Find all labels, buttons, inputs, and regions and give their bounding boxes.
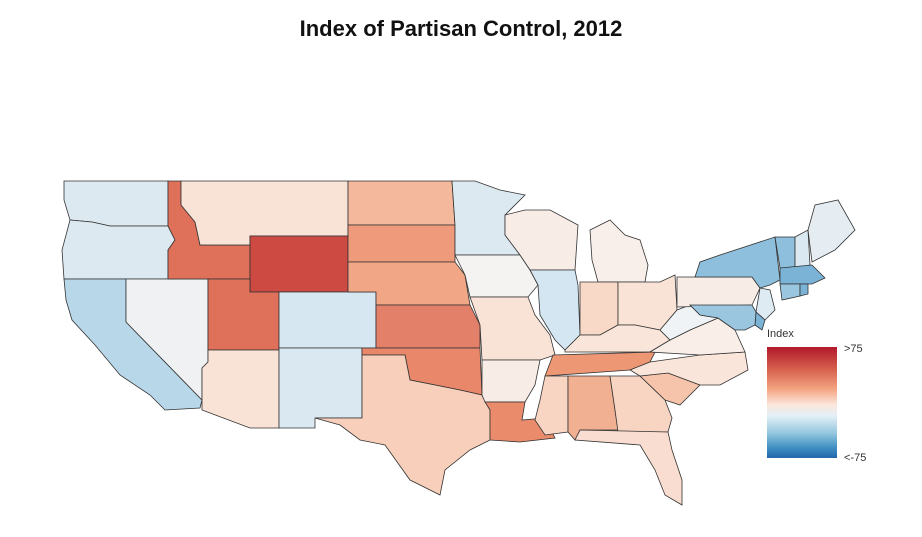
legend-colorbar: [767, 347, 837, 458]
state-oregon: [61, 219, 176, 280]
state-montana: [180, 180, 349, 246]
chart-title: Index of Partisan Control, 2012: [299, 16, 623, 41]
state-south-dakota: [347, 224, 456, 263]
state-mississippi: [534, 375, 569, 436]
state-north-dakota: [347, 180, 456, 226]
state-north-carolina: [629, 351, 749, 386]
state-indiana: [579, 281, 619, 336]
state-maine: [807, 199, 856, 263]
state-florida: [574, 429, 683, 506]
state-wyoming: [249, 235, 349, 293]
state-washington: [63, 180, 169, 227]
state-kentucky: [564, 324, 671, 353]
state-michigan: [589, 219, 649, 283]
state-maryland: [689, 304, 757, 331]
state-new-mexico: [278, 347, 363, 429]
state-massachusetts: [779, 264, 826, 285]
state-colorado: [278, 291, 377, 349]
state-arkansas: [481, 359, 541, 403]
state-connecticut: [779, 283, 801, 301]
state-kansas: [375, 304, 481, 349]
state-texas: [314, 354, 491, 496]
state-new-jersey: [755, 287, 776, 321]
state-louisiana: [484, 401, 556, 443]
legend-max-label: >75: [844, 343, 863, 355]
state-arizona: [201, 349, 280, 429]
state-rhode-island: [799, 283, 809, 297]
state-new-hampshire: [794, 229, 811, 269]
state-pennsylvania: [676, 276, 761, 308]
legend-min-label: <-75: [844, 452, 867, 464]
legend-title: Index: [767, 328, 794, 340]
